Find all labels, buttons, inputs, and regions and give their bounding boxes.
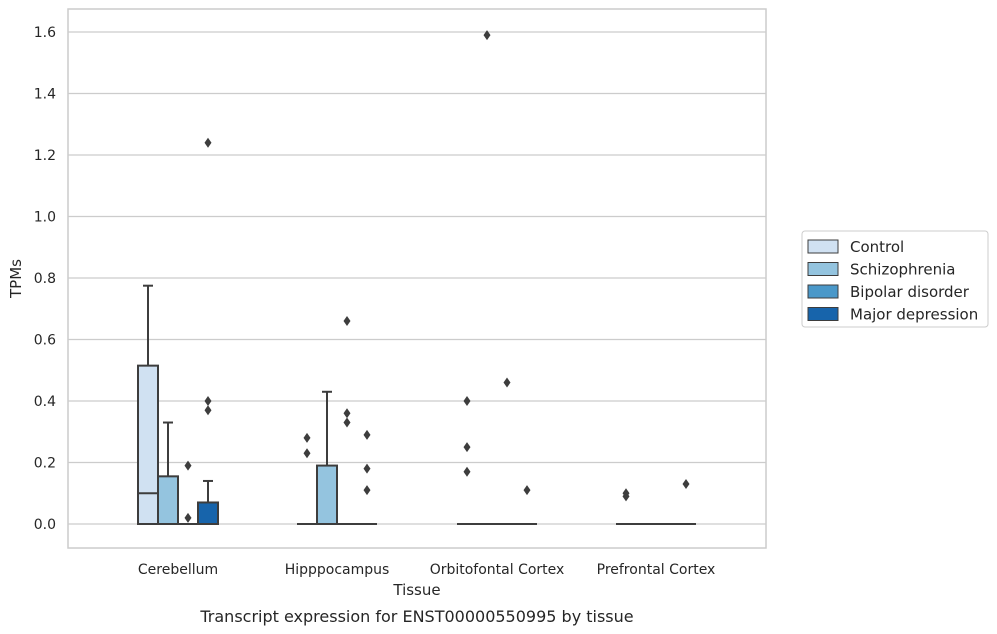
y-tick-label: 0.4 — [34, 394, 56, 410]
outlier-point — [682, 479, 690, 490]
box-major-depression — [197, 479, 219, 526]
x-tick-label: Hipppocampus — [285, 562, 390, 578]
legend-swatch — [807, 307, 839, 321]
boxes — [137, 284, 696, 526]
y-tick-label: 0.6 — [34, 333, 56, 349]
x-axis-title: Tissue — [392, 581, 440, 599]
outlier-point — [463, 466, 471, 477]
chart-caption: Transcript expression for ENST0000055099… — [199, 607, 633, 626]
outlier-point — [204, 137, 212, 148]
y-tick-label: 1.4 — [34, 87, 56, 103]
y-tick-label: 0.0 — [34, 517, 56, 533]
box-body — [197, 501, 219, 526]
outlier-point — [622, 488, 630, 499]
legend-label: Major depression — [850, 306, 978, 324]
x-tick-label: Prefrontal Cortex — [597, 562, 716, 578]
gridlines — [68, 31, 766, 525]
outlier-point — [463, 396, 471, 406]
outlier-point — [343, 417, 351, 428]
outlier-point — [503, 377, 511, 388]
plot-area-frame — [67, 8, 767, 549]
outlier-point — [343, 408, 351, 419]
y-tick-label: 0.2 — [34, 456, 56, 472]
outliers — [184, 30, 690, 523]
outlier-point — [363, 485, 371, 496]
box-body — [157, 475, 179, 525]
y-axis-ticks: 0.0 0.2 0.4 0.6 0.8 1.0 1.2 1.4 1.6 — [34, 25, 56, 533]
legend-swatch — [807, 284, 839, 299]
outlier-point — [303, 432, 311, 443]
box-schizophrenia — [316, 390, 338, 526]
outlier-point — [303, 448, 311, 459]
outlier-point — [204, 405, 212, 416]
outlier-point — [343, 316, 351, 327]
box-body — [316, 464, 338, 526]
box-body — [137, 364, 159, 526]
outlier-point — [523, 485, 531, 496]
outlier-point — [463, 442, 471, 453]
y-tick-label: 0.8 — [34, 271, 56, 287]
legend-swatch — [807, 239, 839, 254]
legend-label: Schizophrenia — [850, 261, 955, 279]
legend: Control Schizophrenia Bipolar disorder Majo… — [801, 230, 989, 328]
x-tick-label: Orbitofontal Cortex — [430, 562, 565, 578]
y-tick-label: 1.2 — [34, 148, 56, 164]
y-tick-label: 1.6 — [34, 25, 56, 41]
legend-frame — [801, 230, 989, 328]
box-control — [137, 284, 159, 526]
x-tick-label: Cerebellum — [138, 562, 218, 578]
legend-swatch — [807, 262, 839, 276]
x-axis-ticks: Cerebellum Hipppocampus Orbitofontal Corte… — [138, 562, 715, 578]
outlier-point — [483, 30, 491, 41]
outlier-point — [184, 512, 192, 523]
y-tick-label: 1.0 — [34, 210, 56, 226]
box-schizophrenia — [157, 421, 179, 525]
y-axis-title: TPMs — [7, 259, 25, 299]
outlier-point — [204, 396, 212, 406]
outlier-point — [363, 429, 371, 440]
legend-label: Control — [850, 238, 904, 256]
outlier-point — [363, 463, 371, 474]
legend-label: Bipolar disorder — [850, 283, 970, 301]
outlier-point — [184, 460, 192, 471]
